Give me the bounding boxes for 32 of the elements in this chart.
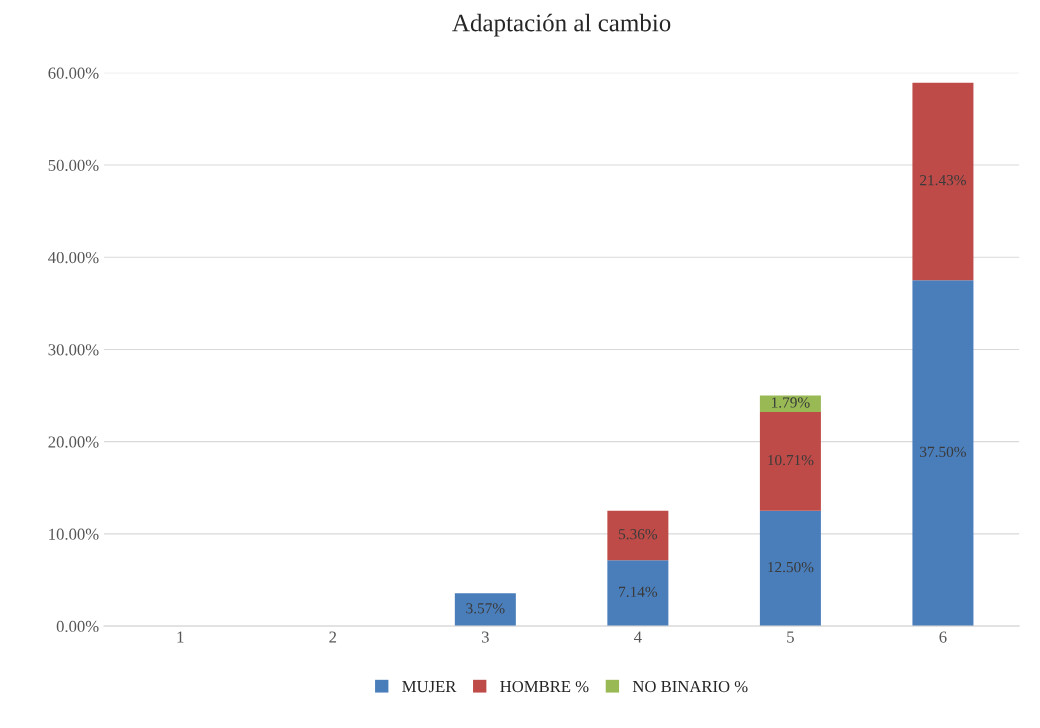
bar — [607, 560, 669, 627]
y-tick-label: 30.00% — [48, 344, 99, 356]
x-tick-label: 3 — [481, 631, 489, 643]
y-tick-label: 50.00% — [48, 159, 99, 172]
data-label: 3.57% — [466, 603, 505, 614]
bar — [759, 412, 821, 511]
bar — [759, 510, 821, 627]
data-label: 5.36% — [619, 529, 658, 540]
y-tick-label: 0.00% — [56, 620, 99, 633]
y-tick-label: 60.00% — [48, 67, 99, 79]
bar — [912, 280, 974, 627]
data-label: 1.79% — [772, 397, 810, 408]
x-tick-label: 1 — [177, 631, 184, 643]
legend-label: HOMBRE % — [500, 680, 589, 693]
x-tick-label: 2 — [329, 631, 337, 643]
chart-title: Adaptación al cambio — [452, 13, 671, 37]
data-label: 12.50% — [768, 561, 814, 573]
legend-label: MUJER — [402, 681, 457, 693]
data-label: 10.71% — [768, 454, 814, 466]
data-label: 21.43% — [920, 174, 966, 186]
x-tick-label: 6 — [939, 631, 947, 643]
x-tick-label: 5 — [787, 631, 794, 643]
y-tick-label: 10.00% — [49, 528, 99, 540]
x-tick-label: 4 — [634, 631, 642, 643]
legend-label: NO BINARIO % — [632, 680, 748, 693]
bar — [607, 510, 669, 561]
y-tick-label: 40.00% — [48, 251, 99, 264]
bar — [912, 82, 974, 281]
data-label: 37.50% — [920, 446, 966, 458]
bar — [454, 593, 516, 627]
y-tick-label: 20.00% — [48, 436, 99, 448]
data-label: 7.14% — [619, 586, 658, 598]
